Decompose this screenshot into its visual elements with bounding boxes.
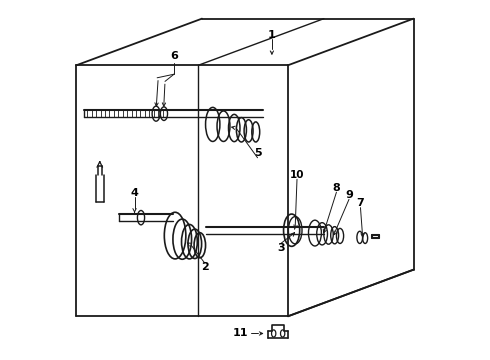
Text: 8: 8 bbox=[333, 183, 341, 193]
Text: 6: 6 bbox=[170, 51, 178, 61]
Text: 5: 5 bbox=[254, 148, 261, 158]
Text: 2: 2 bbox=[201, 262, 209, 272]
Text: 3: 3 bbox=[277, 243, 285, 253]
Text: 11: 11 bbox=[233, 328, 248, 338]
Text: 1: 1 bbox=[268, 30, 276, 40]
Text: 4: 4 bbox=[131, 188, 139, 198]
Text: 10: 10 bbox=[290, 170, 304, 180]
Text: 9: 9 bbox=[345, 190, 353, 200]
Text: 7: 7 bbox=[357, 198, 365, 208]
